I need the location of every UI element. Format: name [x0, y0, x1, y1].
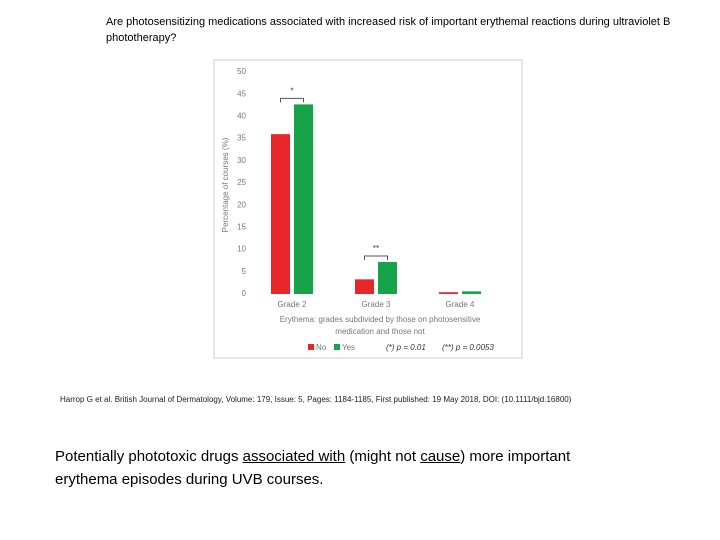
- y-tick-label: 45: [237, 89, 246, 98]
- x-tick-label: Grade 3: [362, 300, 391, 309]
- bar: [378, 262, 397, 294]
- significance-bracket: [280, 97, 304, 103]
- slide-title: Are photosensitizing medications associa…: [106, 16, 671, 44]
- bar: [355, 279, 374, 294]
- y-tick-label: 35: [237, 134, 246, 143]
- bar: [294, 104, 313, 294]
- caption-part: Potentially phototoxic drugs: [55, 448, 243, 465]
- citation: Harrop G et al. British Journal of Derma…: [60, 395, 572, 404]
- y-tick-label: 5: [242, 267, 247, 276]
- significance-bracket: [364, 255, 388, 261]
- x-axis-label: medication and those not: [335, 327, 425, 336]
- legend-label: No: [316, 343, 327, 352]
- legend-label: Yes: [342, 343, 355, 352]
- p-value: (*) p = 0.01: [386, 343, 426, 352]
- legend-swatch: [334, 344, 340, 350]
- caption-part: cause: [420, 448, 461, 465]
- x-axis-label: Erythema: grades subdivided by those on …: [280, 315, 481, 324]
- y-tick-label: 15: [237, 223, 246, 232]
- significance-mark: *: [290, 87, 293, 96]
- caption-part: ) more important erythema episodes durin…: [55, 448, 571, 488]
- x-tick-label: Grade 2: [278, 300, 307, 309]
- caption-part: (might not: [345, 448, 421, 465]
- bar: [462, 291, 481, 294]
- p-value: (**) p = 0.0053: [442, 343, 494, 352]
- chart-frame: [213, 59, 523, 359]
- y-tick-label: 0: [242, 289, 247, 298]
- legend-swatch: [308, 344, 314, 350]
- bar: [439, 292, 458, 294]
- y-tick-label: 10: [237, 245, 246, 254]
- bar: [271, 134, 290, 294]
- y-tick-label: 40: [237, 112, 246, 121]
- y-tick-label: 20: [237, 200, 246, 209]
- caption: Potentially phototoxic drugs associated …: [55, 445, 575, 491]
- x-tick-label: Grade 4: [446, 300, 475, 309]
- y-tick-label: 25: [237, 178, 246, 187]
- y-axis-label: Percentage of courses (%): [221, 137, 230, 232]
- significance-mark: **: [373, 244, 379, 253]
- y-tick-label: 30: [237, 156, 246, 165]
- caption-part: associated with: [242, 448, 346, 465]
- y-tick-label: 50: [237, 67, 246, 76]
